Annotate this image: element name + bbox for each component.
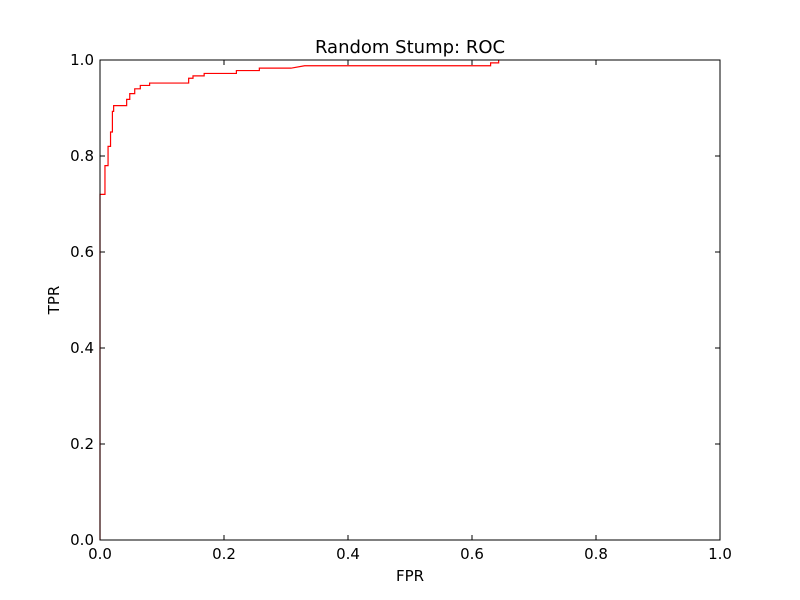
y-axis-title: TPR	[45, 286, 63, 316]
roc-curve-line	[99, 60, 500, 540]
y-tick-label: 0.6	[70, 243, 94, 261]
x-tick-label: 0.6	[460, 545, 484, 563]
x-tick-label: 0.2	[212, 545, 236, 563]
x-tick-label: 0.4	[336, 545, 360, 563]
chart-title: Random Stump: ROC	[315, 37, 505, 58]
y-tick-label: 0.0	[70, 531, 94, 549]
y-tick-label: 0.4	[70, 339, 94, 357]
tick-labels-layer: 0.0 0.2 0.4 0.6 0.8 1.0 0.0 0.2 0.4 0.6 0.8 1.0	[70, 51, 732, 563]
x-axis-title: FPR	[396, 567, 424, 585]
y-tick-label: 0.8	[70, 147, 94, 165]
plot-frame	[99, 59, 721, 541]
x-tick-label: 1.0	[708, 545, 732, 563]
x-tick-label: 0.8	[584, 545, 608, 563]
y-tick-label: 1.0	[70, 51, 94, 69]
plot-area-background	[100, 60, 720, 540]
x-tick-label: 0.0	[88, 545, 112, 563]
y-tick-label: 0.2	[70, 435, 94, 453]
series-layer	[99, 60, 500, 540]
